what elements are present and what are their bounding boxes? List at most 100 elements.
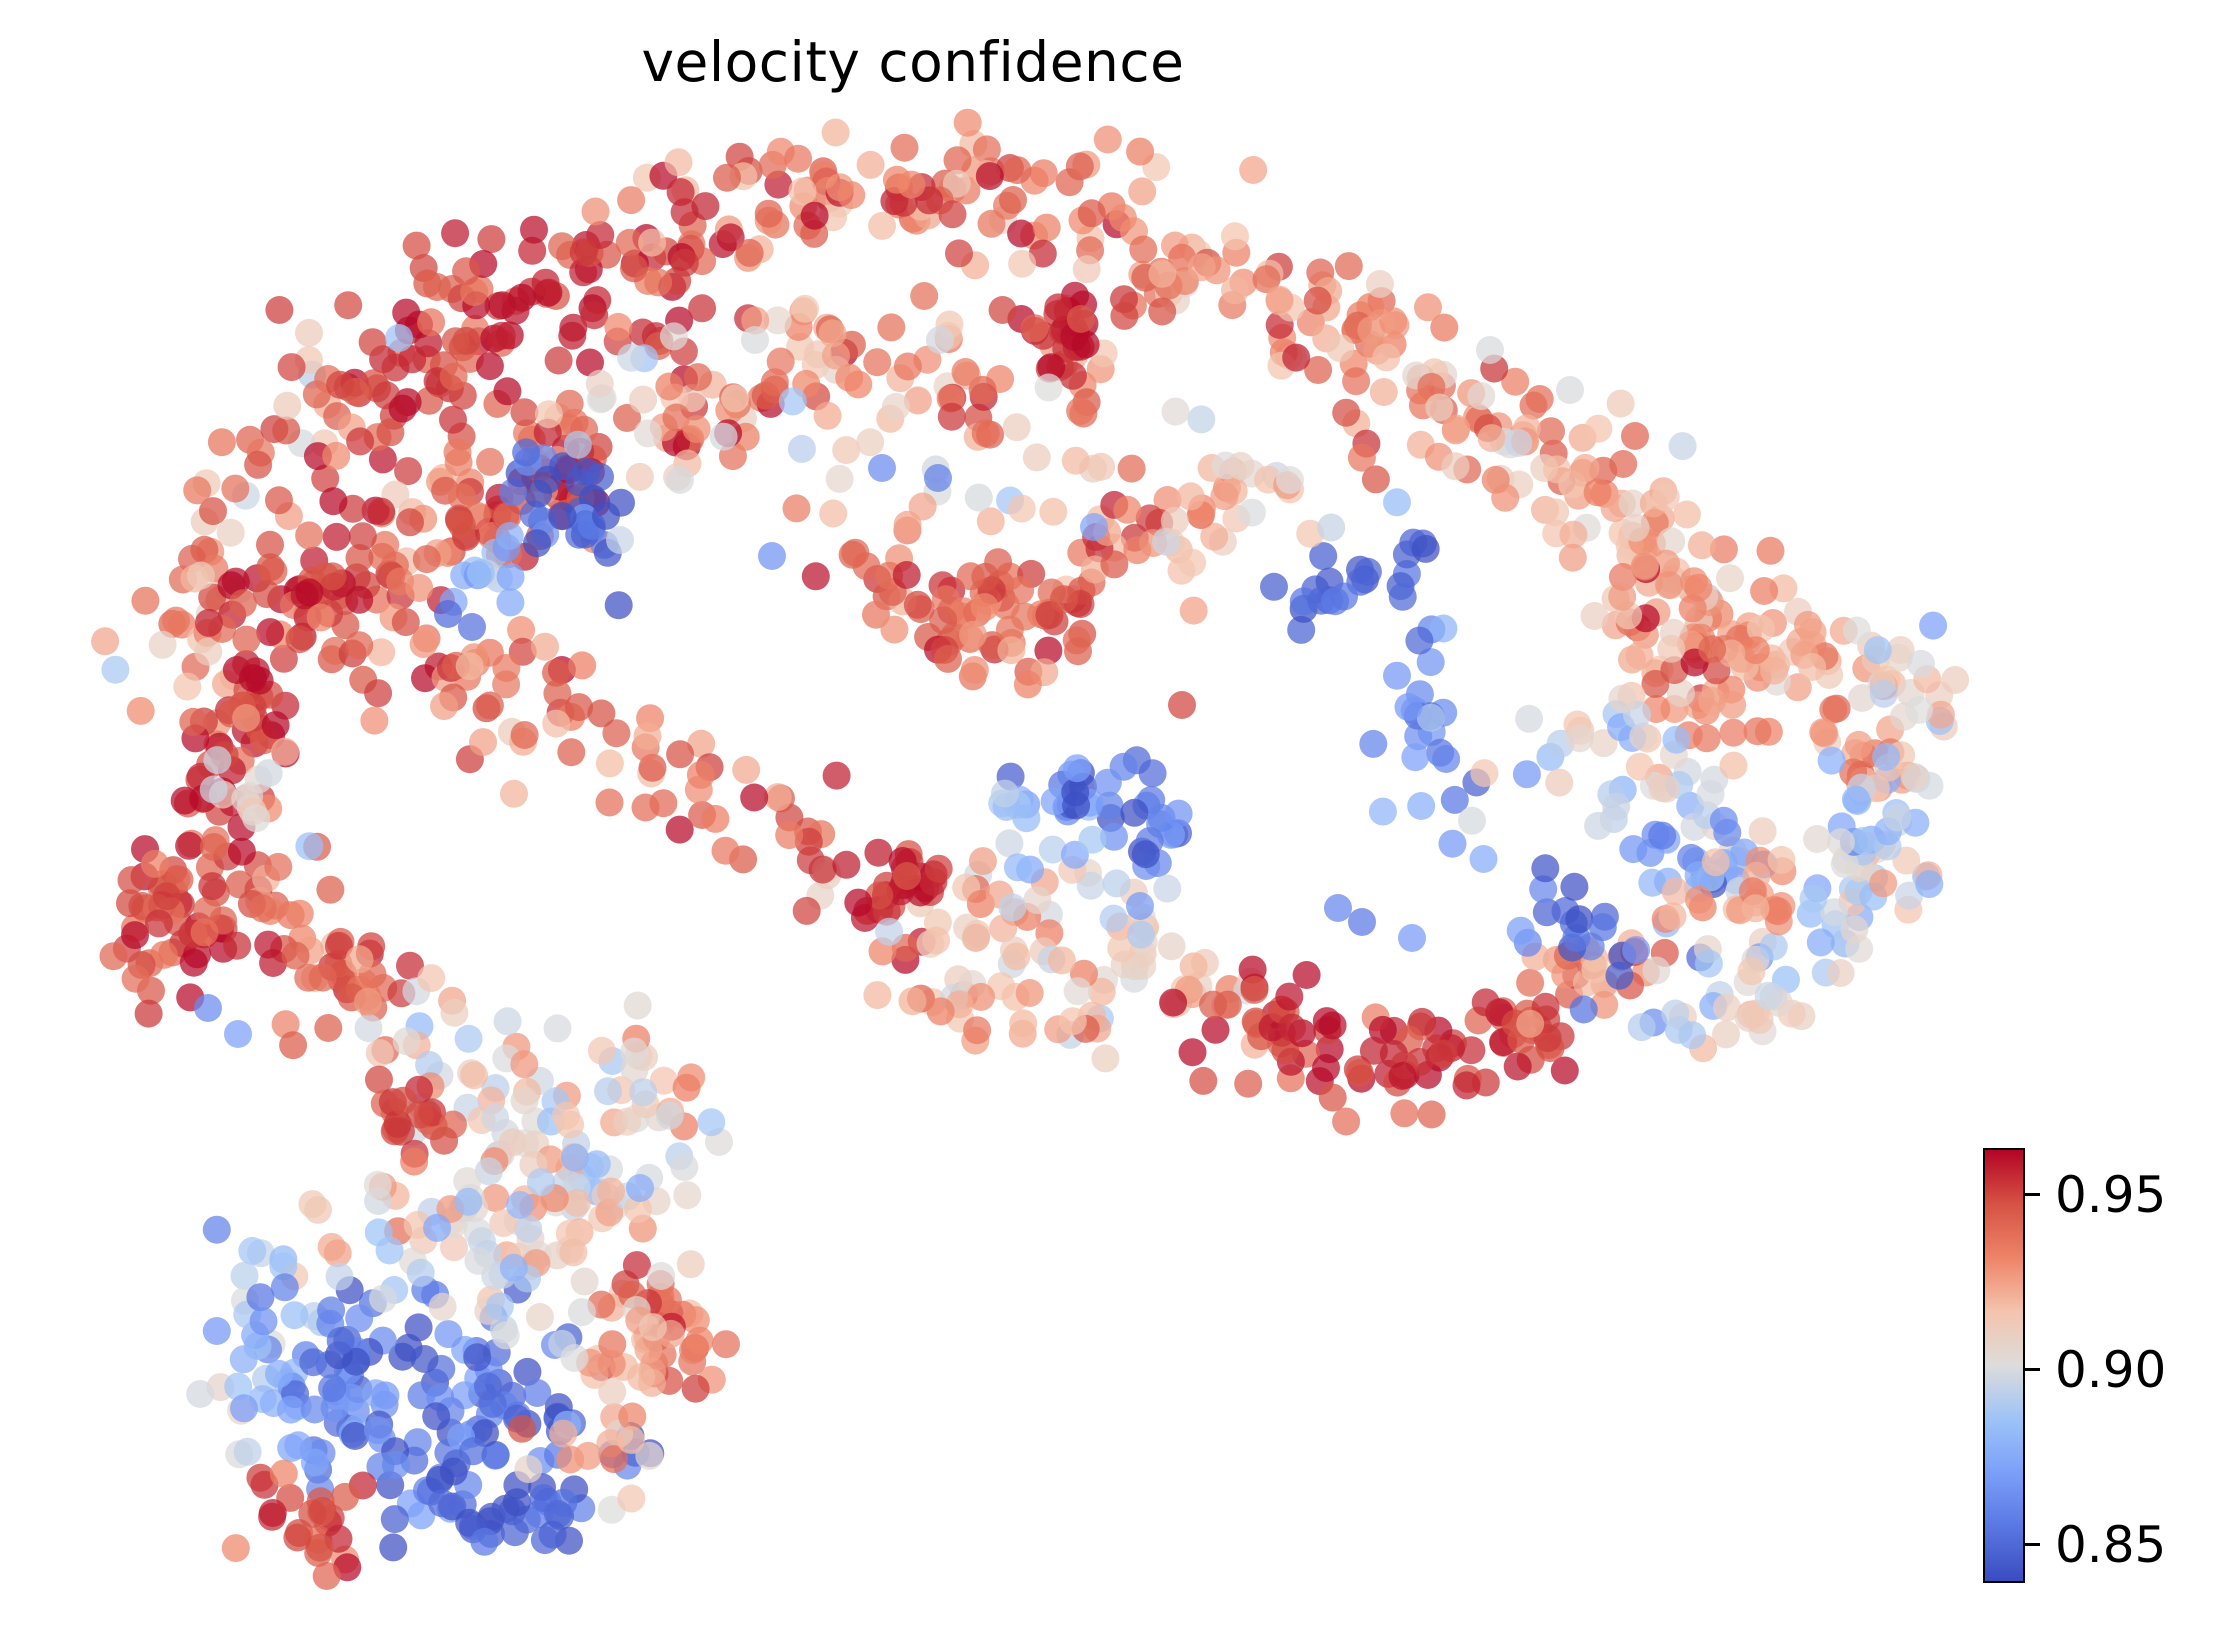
data-point bbox=[1379, 307, 1408, 336]
data-point bbox=[959, 620, 987, 649]
data-point bbox=[898, 987, 927, 1016]
data-point bbox=[272, 416, 301, 445]
data-point bbox=[279, 1031, 308, 1060]
data-point bbox=[396, 508, 424, 537]
data-point bbox=[1798, 618, 1827, 647]
data-point bbox=[792, 896, 821, 925]
data-point bbox=[664, 148, 693, 177]
data-point bbox=[893, 862, 921, 890]
data-point bbox=[754, 199, 783, 228]
data-point bbox=[586, 221, 615, 249]
data-point bbox=[1754, 981, 1783, 1010]
data-point bbox=[856, 150, 885, 179]
data-point bbox=[998, 893, 1027, 922]
data-point bbox=[1841, 785, 1870, 814]
data-point bbox=[1926, 700, 1955, 729]
data-point bbox=[1712, 1020, 1740, 1049]
data-point bbox=[375, 1236, 404, 1265]
data-point bbox=[402, 231, 431, 260]
data-point bbox=[1696, 780, 1725, 808]
data-point bbox=[1741, 636, 1770, 665]
data-point bbox=[474, 1372, 502, 1401]
data-point bbox=[495, 522, 524, 550]
data-point bbox=[559, 1238, 588, 1267]
data-point bbox=[238, 664, 267, 693]
data-point bbox=[232, 625, 261, 654]
data-point bbox=[270, 1273, 299, 1302]
data-point bbox=[376, 418, 405, 447]
colorbar-tick-mark bbox=[2025, 1193, 2040, 1197]
data-point bbox=[1388, 1062, 1417, 1090]
data-point bbox=[345, 544, 374, 572]
data-point bbox=[190, 918, 219, 947]
data-point bbox=[1842, 616, 1871, 645]
data-point bbox=[1718, 690, 1747, 719]
data-point bbox=[1584, 414, 1613, 443]
data-point bbox=[617, 343, 646, 372]
data-point bbox=[354, 1014, 383, 1043]
data-point bbox=[1038, 835, 1067, 864]
data-point bbox=[1108, 203, 1137, 232]
data-point bbox=[369, 1284, 397, 1313]
data-point bbox=[1756, 536, 1785, 565]
data-point bbox=[256, 618, 285, 647]
data-point bbox=[417, 308, 446, 337]
data-point bbox=[179, 948, 208, 977]
data-point bbox=[1398, 924, 1426, 952]
data-point bbox=[510, 1086, 539, 1115]
data-point bbox=[1452, 1071, 1481, 1100]
data-point bbox=[1602, 792, 1631, 821]
data-point bbox=[644, 268, 673, 297]
data-point bbox=[1023, 886, 1052, 915]
data-point bbox=[1430, 313, 1459, 342]
data-point bbox=[945, 239, 973, 268]
data-point bbox=[864, 838, 893, 867]
data-point bbox=[199, 775, 228, 804]
data-point bbox=[1630, 552, 1659, 581]
data-point bbox=[1359, 1036, 1388, 1065]
data-point bbox=[1425, 393, 1454, 422]
data-point bbox=[1764, 897, 1792, 926]
data-point bbox=[1525, 385, 1554, 413]
data-point bbox=[452, 257, 481, 286]
data-point bbox=[1608, 684, 1637, 713]
data-point bbox=[908, 492, 937, 521]
data-point bbox=[1458, 806, 1486, 835]
data-point bbox=[500, 1518, 529, 1547]
data-point bbox=[629, 385, 658, 414]
data-point bbox=[469, 728, 497, 757]
data-point bbox=[311, 464, 340, 493]
data-point bbox=[1093, 768, 1122, 797]
data-point bbox=[602, 719, 631, 748]
data-point bbox=[1417, 1100, 1446, 1129]
data-point bbox=[1709, 806, 1738, 835]
data-point bbox=[655, 1101, 684, 1130]
data-point bbox=[673, 1181, 702, 1210]
data-point bbox=[319, 487, 348, 516]
data-point bbox=[595, 749, 624, 778]
data-point bbox=[638, 228, 667, 257]
data-point bbox=[638, 1313, 667, 1342]
data-point bbox=[1276, 466, 1304, 494]
data-point bbox=[1359, 729, 1388, 758]
data-point bbox=[910, 282, 939, 310]
colorbar: 0.95 0.90 0.85 bbox=[1983, 1148, 2166, 1583]
data-point bbox=[563, 430, 592, 459]
data-point bbox=[252, 580, 281, 609]
data-point bbox=[441, 219, 470, 248]
data-point bbox=[496, 588, 525, 617]
data-point bbox=[474, 1157, 503, 1186]
data-point bbox=[466, 559, 495, 587]
data-point bbox=[322, 441, 351, 470]
data-point bbox=[295, 578, 324, 607]
data-point bbox=[617, 186, 646, 215]
data-point bbox=[688, 294, 717, 323]
data-point bbox=[713, 163, 741, 192]
data-point bbox=[926, 997, 955, 1026]
data-point bbox=[470, 1527, 499, 1556]
data-point bbox=[1390, 1099, 1419, 1128]
data-point bbox=[1658, 902, 1687, 931]
colorbar-tick-label: 0.85 bbox=[2055, 1515, 2167, 1574]
data-point bbox=[712, 1330, 740, 1359]
data-point bbox=[856, 428, 885, 457]
